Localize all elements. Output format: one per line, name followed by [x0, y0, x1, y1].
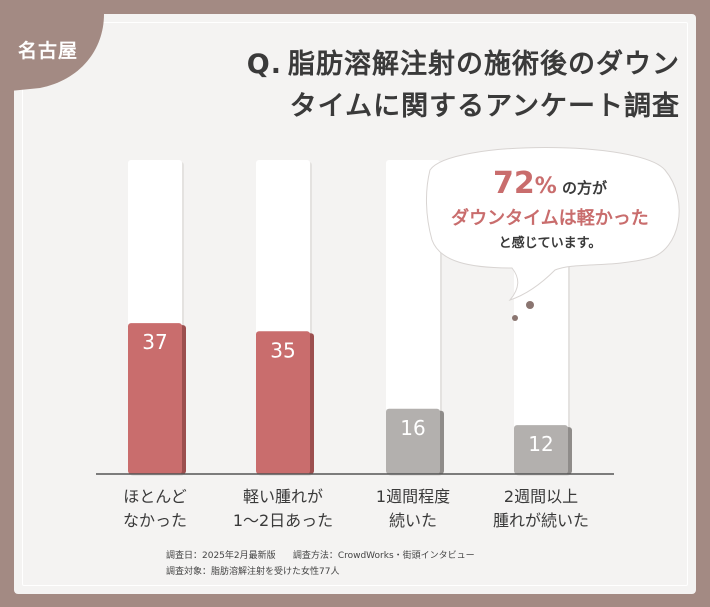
- bar-value-label: 16: [400, 416, 425, 440]
- bar-value-label: 37: [142, 330, 167, 354]
- category-label: ほとんどなかった: [123, 487, 187, 530]
- callout-line-1: 72% の方が: [440, 166, 660, 201]
- title-line-1: Q. 脂肪溶解注射の施術後のダウン: [246, 49, 680, 80]
- category-label: 1週間程度続いた: [376, 487, 450, 530]
- callout-line-3: と感じています。: [498, 236, 602, 251]
- survey-footer: 調査日：2025年2月最新版 調査方法：CrowdWorks・街頭インタビュー …: [166, 548, 475, 580]
- callout-percent-unit: %: [534, 174, 557, 199]
- bar: [514, 425, 568, 474]
- bar-value-label: 35: [270, 338, 295, 362]
- bar-value-label: 12: [528, 432, 553, 456]
- card: [14, 14, 696, 594]
- title-line-2: タイムに関するアンケート調査: [289, 91, 680, 122]
- bar: [256, 331, 310, 474]
- bar: [386, 408, 440, 474]
- bar-track: [386, 160, 440, 474]
- location-tab: [0, 0, 104, 92]
- survey-method: 調査方法：CrowdWorks・街頭インタビュー: [292, 551, 475, 561]
- location-label: 名古屋: [18, 40, 79, 62]
- category-label: 2週間以上腫れが続いた: [493, 487, 589, 530]
- bar: [128, 323, 182, 474]
- callout-percent: 72: [492, 166, 535, 201]
- survey-target: 調査対象：脂肪溶解注射を受けた女性77人: [166, 567, 340, 577]
- survey-date: 調査日：2025年2月最新版: [166, 551, 276, 561]
- page-title: Q. 脂肪溶解注射の施術後のダウン タイムに関するアンケート調査: [130, 44, 680, 128]
- callout-line-2: ダウンタイムは軽かった: [451, 208, 649, 229]
- callout-line1-suffix: の方が: [562, 179, 608, 197]
- category-label: 軽い腫れが 1〜2日あった: [233, 487, 333, 530]
